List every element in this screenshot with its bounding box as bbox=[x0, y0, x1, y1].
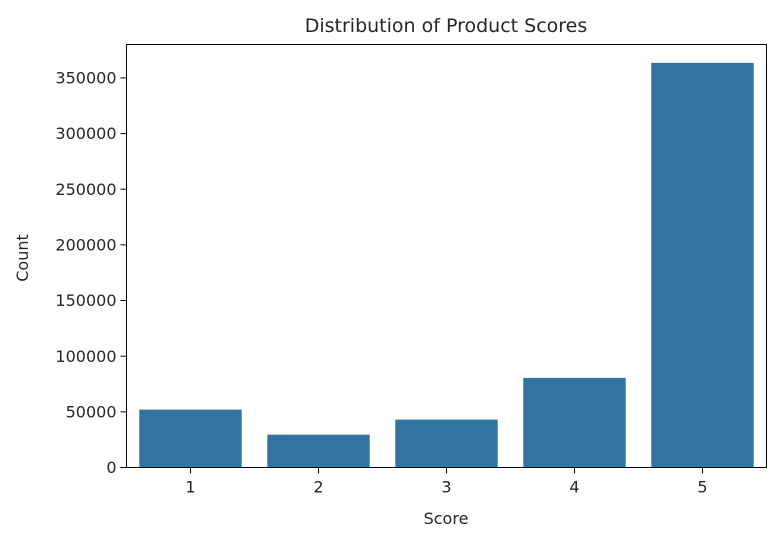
plot-frame bbox=[126, 44, 767, 468]
y-tick-label: 150000 bbox=[55, 291, 116, 310]
x-tick-label: 5 bbox=[697, 478, 707, 497]
x-tick-label: 1 bbox=[185, 478, 195, 497]
bar-score-1 bbox=[139, 409, 242, 468]
bar-score-2 bbox=[267, 434, 370, 468]
y-tick-label: 50000 bbox=[66, 402, 117, 421]
y-tick-label: 300000 bbox=[55, 124, 116, 143]
chart-title: Distribution of Product Scores bbox=[305, 15, 588, 37]
x-axis-label: Score bbox=[424, 509, 469, 528]
y-tick-label: 200000 bbox=[55, 235, 116, 254]
bar-score-5 bbox=[651, 62, 754, 468]
x-tick-label: 4 bbox=[569, 478, 579, 497]
bar-score-4 bbox=[523, 377, 626, 468]
y-tick-label: 350000 bbox=[55, 68, 116, 87]
bar-score-3 bbox=[395, 419, 498, 468]
x-axis: 1 2 3 4 5 bbox=[185, 467, 708, 497]
y-axis: 0 50000 100000 150000 200000 250000 300000 3500… bbox=[55, 68, 127, 477]
y-tick-label: 100000 bbox=[55, 347, 116, 366]
bars-layer bbox=[139, 62, 754, 468]
x-tick-label: 3 bbox=[441, 478, 451, 497]
y-tick-label: 0 bbox=[106, 458, 116, 477]
y-axis-label: Count bbox=[13, 234, 32, 282]
x-tick-label: 2 bbox=[313, 478, 323, 497]
y-tick-label: 250000 bbox=[55, 180, 116, 199]
